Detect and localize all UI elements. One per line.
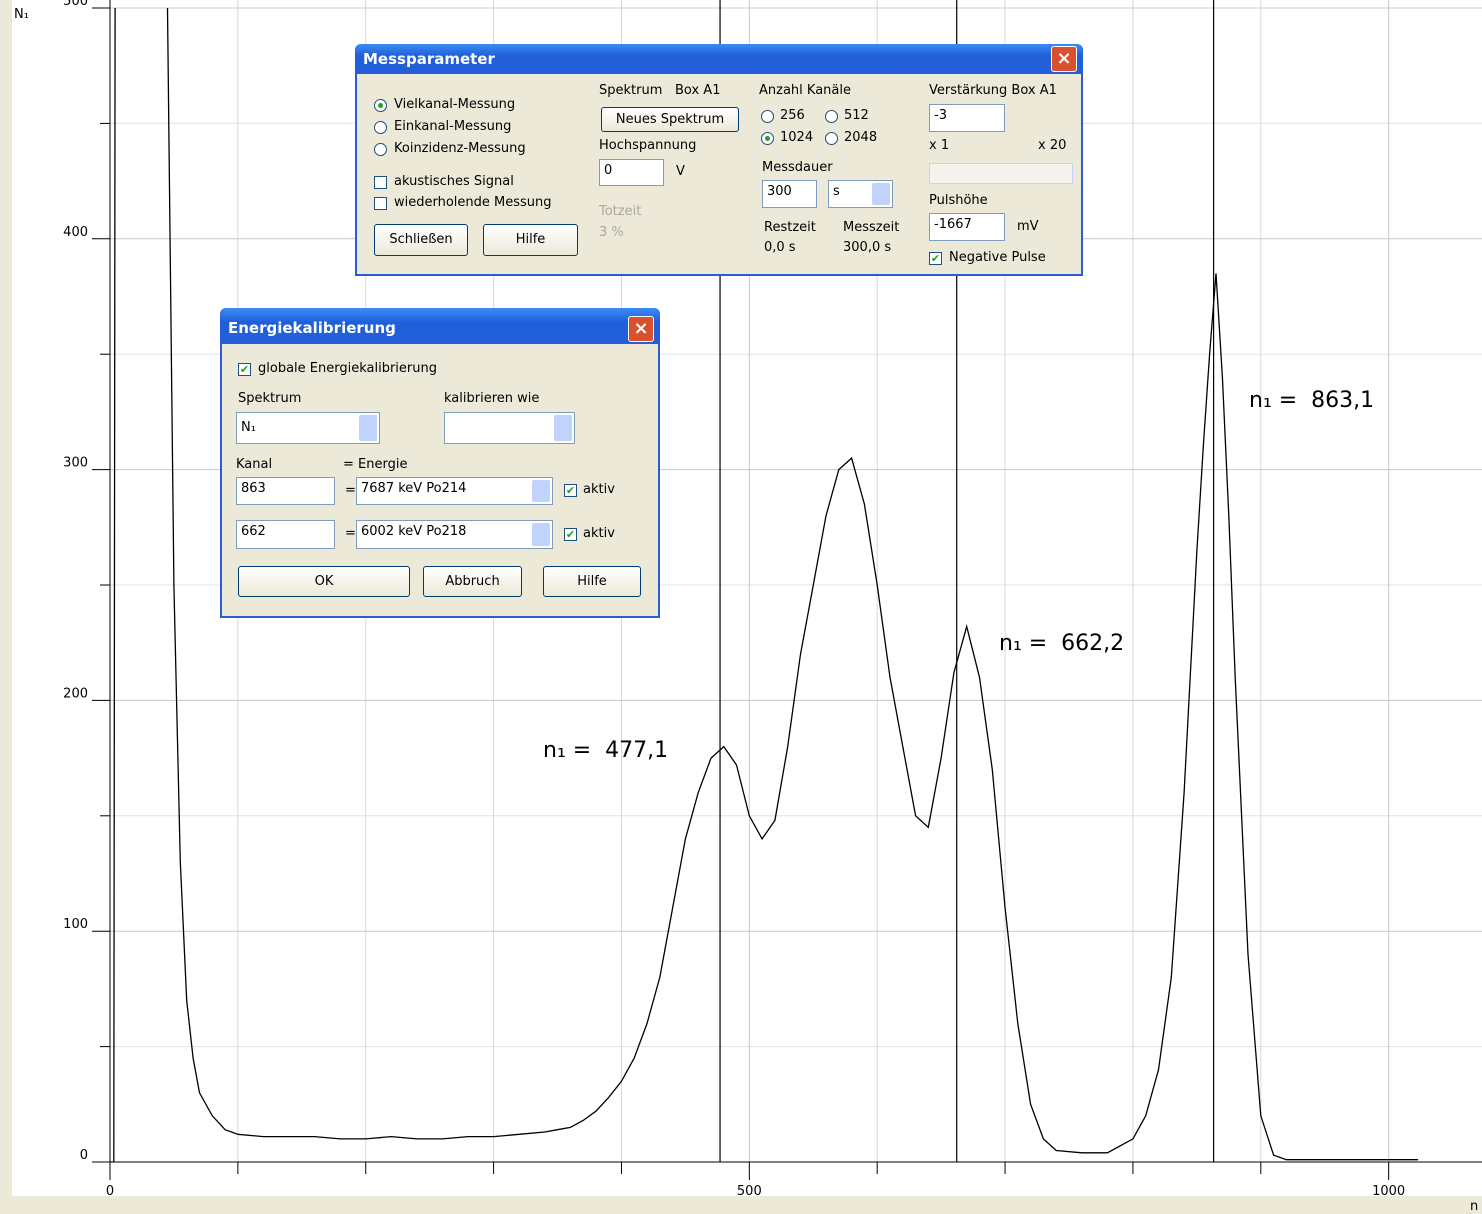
label: x 20	[1038, 138, 1067, 153]
spectrum-line	[110, 8, 1419, 1162]
label: Hochspannung	[599, 138, 697, 153]
label: Box A1	[675, 83, 721, 98]
messparameter-dialog: Messparameter × Vielkanal-Messung Einkan…	[355, 44, 1083, 276]
radio-label: Einkanal-Messung	[394, 119, 512, 134]
select[interactable]: N₁	[236, 412, 380, 444]
x-tick-label: 1000	[1372, 1184, 1405, 1199]
label: Messdauer	[762, 160, 833, 175]
label: Totzeit	[599, 204, 642, 219]
unit: mV	[1017, 219, 1039, 234]
value: 300,0 s	[843, 240, 892, 255]
title-bar: Energiekalibrierung	[220, 308, 660, 344]
label: Restzeit	[764, 220, 816, 235]
unit: V	[676, 164, 685, 179]
radio-label: 2048	[844, 130, 878, 145]
checkbox[interactable]: ✔	[238, 363, 251, 376]
input[interactable]: 863	[236, 477, 335, 505]
title-bar: Messparameter	[355, 44, 1083, 74]
close-icon[interactable]: ×	[1051, 46, 1077, 72]
radio[interactable]	[825, 110, 838, 123]
label: Verstärkung Box A1	[929, 83, 1057, 98]
marker-label: n₁ = 863,1	[1249, 388, 1374, 413]
marker-label: n₁ = 662,2	[999, 631, 1124, 656]
input[interactable]: 0	[599, 159, 664, 186]
label: x 1	[929, 138, 950, 153]
checkbox[interactable]: ✔	[564, 528, 577, 541]
radio[interactable]	[374, 99, 387, 112]
select[interactable]: s	[828, 180, 893, 208]
dialog-title: Messparameter	[363, 50, 495, 68]
checkbox-label: wiederholende Messung	[394, 195, 552, 210]
radio[interactable]	[761, 110, 774, 123]
scrollbar[interactable]	[929, 163, 1073, 184]
value: 0,0 s	[764, 240, 796, 255]
select[interactable]	[444, 412, 575, 444]
select[interactable]: 6002 keV Po218	[356, 520, 553, 549]
label: kalibrieren wie	[444, 391, 540, 406]
button[interactable]: Neues Spektrum	[601, 107, 739, 132]
checkbox[interactable]: ✔	[929, 252, 942, 265]
button[interactable]: OK	[238, 566, 410, 597]
y-tick-label: 100	[63, 917, 88, 932]
label: Messzeit	[843, 220, 900, 235]
close-icon[interactable]: ×	[628, 316, 654, 342]
y-tick-label: 200	[63, 686, 88, 701]
y-tick-label: 300	[63, 456, 88, 471]
checkbox[interactable]	[374, 197, 387, 210]
checkbox[interactable]	[374, 176, 387, 189]
radio[interactable]	[825, 132, 838, 145]
y-tick-label: 0	[80, 1148, 88, 1163]
value: 3 %	[599, 225, 624, 240]
checkbox-label: akustisches Signal	[394, 174, 514, 189]
radio-label: 1024	[780, 130, 814, 145]
input[interactable]: 300	[762, 180, 817, 208]
checkbox-label: Negative Pulse	[949, 250, 1046, 265]
x-axis-label: n	[1470, 1199, 1478, 1214]
radio-label: Vielkanal-Messung	[394, 97, 516, 112]
radio[interactable]	[761, 132, 774, 145]
checkbox-label: globale Energiekalibrierung	[258, 361, 437, 376]
input[interactable]: -1667	[929, 213, 1005, 241]
equals: =	[345, 483, 356, 498]
button[interactable]: Abbruch	[423, 566, 522, 597]
y-axis-label: N₁	[14, 7, 29, 22]
button[interactable]: Hilfe	[543, 566, 641, 597]
button[interactable]: Schließen	[374, 224, 468, 256]
label: Pulshöhe	[929, 193, 988, 208]
label: Kanal	[236, 457, 273, 472]
checkbox-label: aktiv	[583, 482, 615, 497]
select[interactable]: 7687 keV Po214	[356, 477, 553, 505]
marker-label: n₁ = 477,1	[543, 738, 668, 763]
label: Spektrum	[238, 391, 302, 406]
x-tick-label: 500	[737, 1184, 762, 1199]
x-tick-label: 0	[106, 1184, 114, 1199]
radio-label: Koinzidenz-Messung	[394, 141, 526, 156]
radio-label: 512	[844, 108, 869, 123]
radio[interactable]	[374, 143, 387, 156]
label: Spektrum	[599, 83, 663, 98]
label: = Energie	[343, 457, 408, 472]
label: Anzahl Kanäle	[759, 83, 851, 98]
input[interactable]: -3	[929, 104, 1005, 132]
button[interactable]: Hilfe	[483, 224, 578, 256]
checkbox-label: aktiv	[583, 526, 615, 541]
y-tick-label: 400	[63, 225, 88, 240]
energiekalibrierung-dialog: Energiekalibrierung × ✔ globale Energiek…	[220, 308, 660, 618]
y-tick-label: 500	[63, 0, 88, 9]
radio-label: 256	[780, 108, 805, 123]
radio[interactable]	[374, 121, 387, 134]
input[interactable]: 662	[236, 520, 335, 549]
equals: =	[345, 526, 356, 541]
dialog-title: Energiekalibrierung	[228, 319, 396, 337]
checkbox[interactable]: ✔	[564, 484, 577, 497]
